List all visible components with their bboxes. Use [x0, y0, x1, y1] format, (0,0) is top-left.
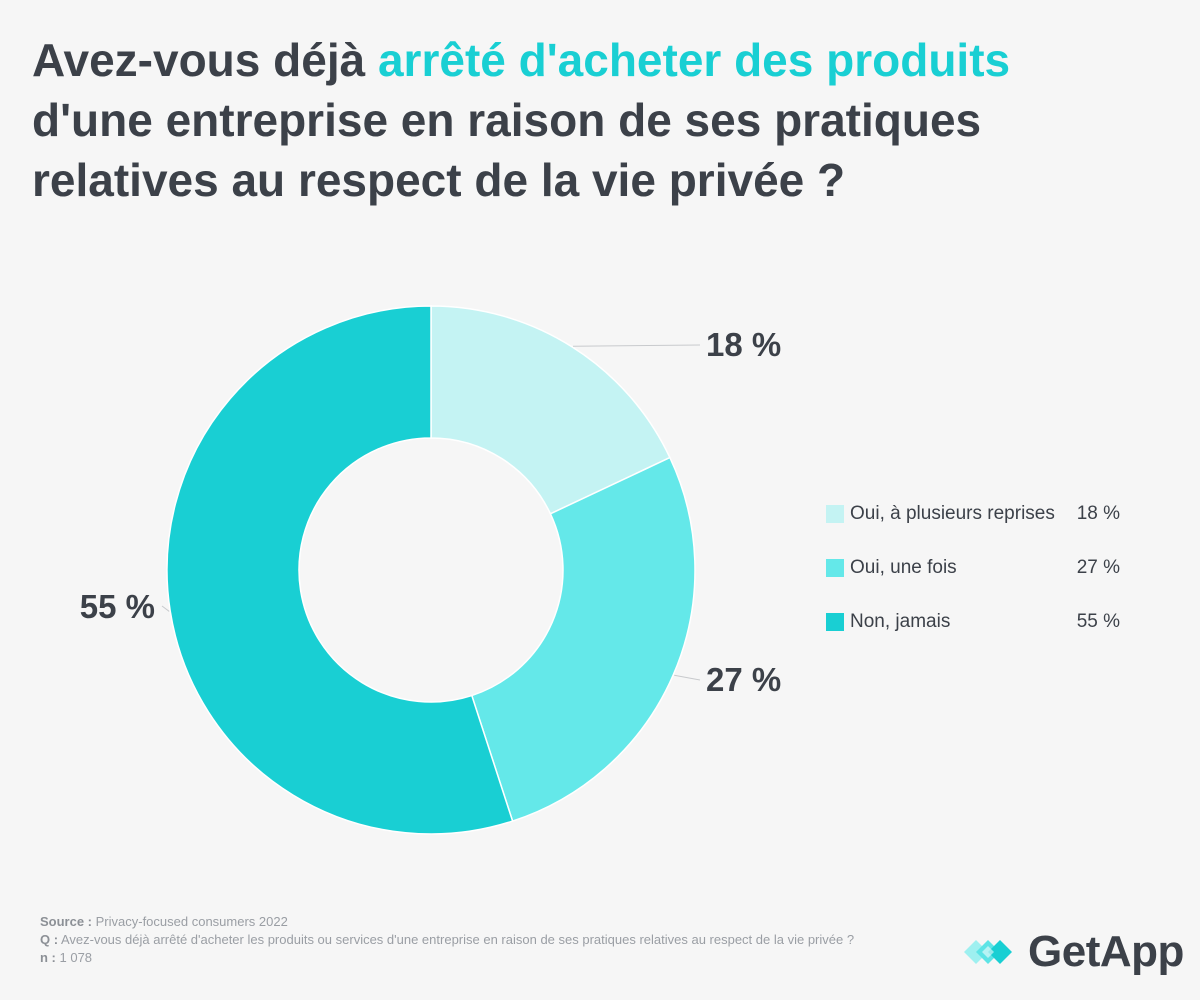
legend-item: Oui, à plusieurs reprises 18 %: [826, 500, 1126, 554]
legend-label: Oui, à plusieurs reprises: [850, 503, 1055, 524]
leader-line: [674, 674, 701, 681]
leader-line: [572, 344, 701, 347]
legend-label: Oui, une fois: [850, 557, 957, 578]
donut-slice: [470, 456, 696, 823]
data-label: 55 %: [80, 588, 155, 625]
legend-value: 55 %: [1076, 611, 1120, 632]
title-highlight: arrêté d'acheter des produits: [377, 34, 1011, 86]
leader-line: [161, 605, 170, 612]
footer-notes: Source : Privacy-focused consumers 2022 …: [40, 913, 870, 967]
question-line: Q : Avez-vous déjà arrêté d'acheter les …: [40, 932, 855, 947]
legend-value: 18 %: [1076, 503, 1120, 524]
source-line: Source : Privacy-focused consumers 2022: [40, 914, 288, 929]
chart-title: Avez-vous déjà arrêté d'acheter des prod…: [32, 30, 1132, 210]
legend-value: 27 %: [1076, 557, 1120, 578]
donut-slice: [430, 305, 671, 515]
legend: Oui, à plusieurs reprises 18 % Oui, une …: [826, 500, 1126, 662]
legend-swatch: [826, 613, 844, 631]
getapp-chevrons-icon: [964, 940, 1012, 964]
legend-item: Oui, une fois 27 %: [826, 554, 1126, 608]
title-part2: d'une entreprise en raison de ses pratiq…: [32, 94, 982, 206]
data-label: 18 %: [706, 326, 781, 363]
legend-swatch: [826, 559, 844, 577]
getapp-logo: GetApp: [962, 924, 1184, 980]
title-part1: Avez-vous déjà: [32, 34, 378, 86]
sample-size-line: n : 1 078: [40, 950, 93, 965]
data-label: 27 %: [706, 661, 781, 698]
legend-swatch: [826, 505, 844, 523]
legend-item: Non, jamais 55 %: [826, 608, 1126, 662]
donut-slice: [166, 305, 514, 835]
logo-text: GetApp: [1028, 927, 1184, 976]
legend-label: Non, jamais: [850, 611, 951, 632]
